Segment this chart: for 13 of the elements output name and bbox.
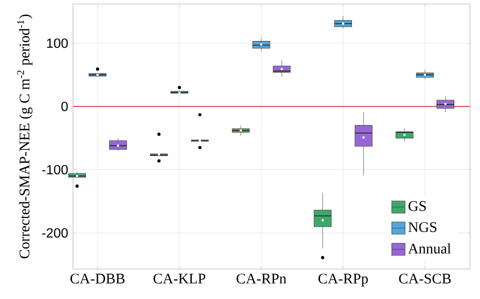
y-tick-label: 100 [47,38,68,48]
y-tick-label: 0 [61,102,68,112]
x-tick-label: CA-RPn [236,274,286,284]
legend-label: NGS [408,222,436,232]
x-tick-label: CA-KLP [154,274,206,284]
x-tick-label: CA-SCB [399,274,451,284]
x-tick-label: CA-DBB [70,274,125,284]
legend-label: GS [408,201,426,212]
y-tick-label: -100 [42,164,68,174]
x-tick-label: CA-RPp [318,274,368,287]
y-tick-label: -200 [42,228,68,238]
y-axis-title: Corrected-SMAP-NEE (g C m$^{-2}$ period$^{-1}$) [17,14,32,258]
legend-label: Annual [408,243,451,254]
